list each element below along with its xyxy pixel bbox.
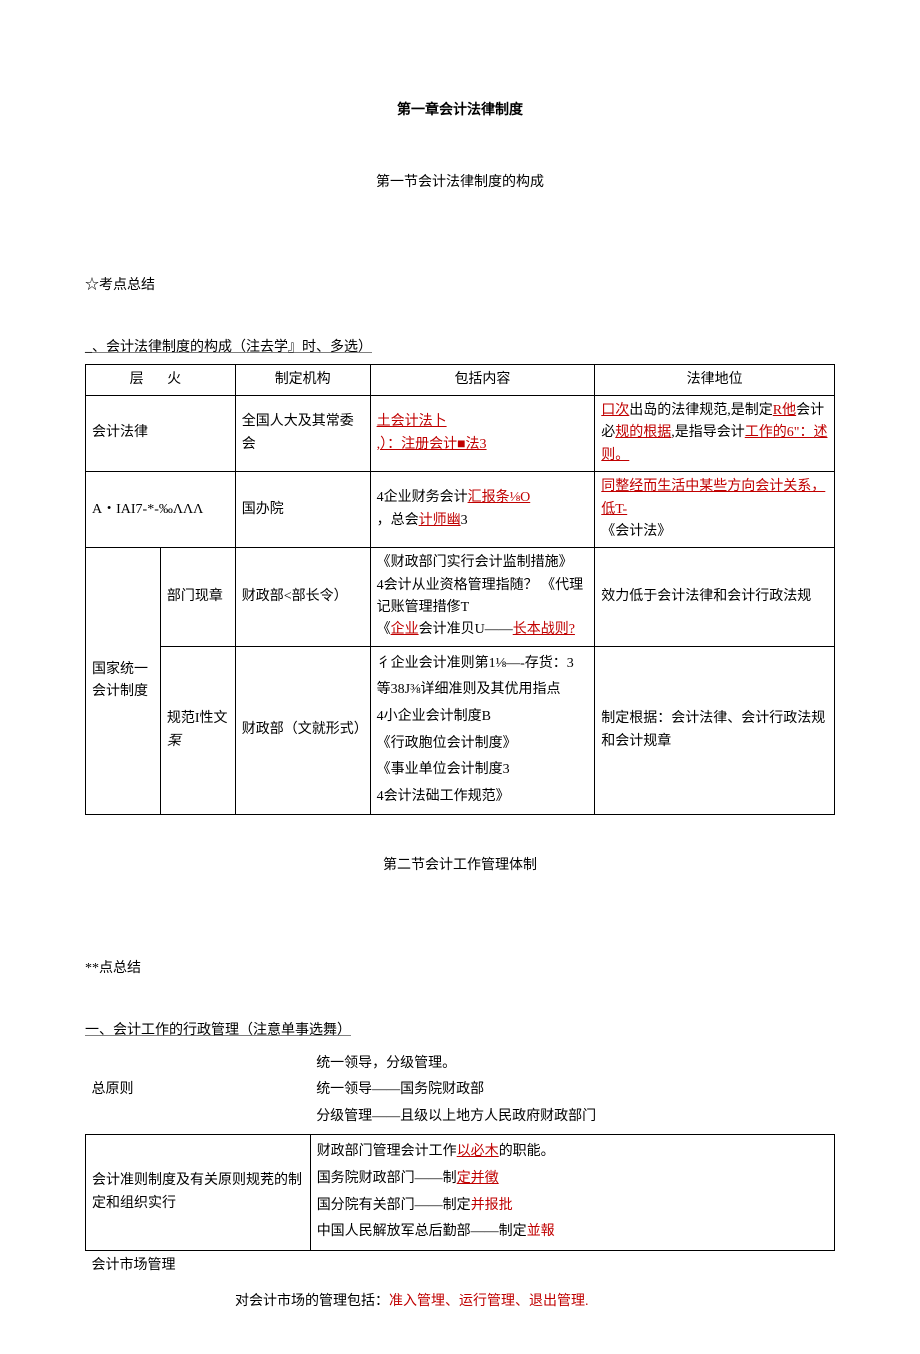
section1-title: 第一节会计法律制度的构成 — [85, 172, 835, 194]
kaodian-label: ☆考点总结 — [85, 275, 835, 297]
cell: 制定根据：会计法律、会计行政法规和会计规章 — [595, 646, 835, 815]
table-row: 会计准则制度及有关原则规茺的制定和组织实行 财政部门管理会计工作以必木的职能。国… — [86, 1135, 835, 1250]
table-row: 总原则 统一领导，分级管理。统一领导——国务院财政部分级管理——且级以上地方人民… — [86, 1047, 835, 1135]
col-header: 法律地位 — [595, 364, 835, 395]
cell: 统一领导，分级管理。统一领导——国务院财政部分级管理——且级以上地方人民政府财政… — [310, 1047, 834, 1135]
cell: 规范I性文䂞 — [160, 646, 235, 815]
cell: 《财政部门实行会计监制措施》4会计从业资格管理指随？ 《代理记账管理措俢T《企业… — [370, 548, 595, 647]
cell: 4企业财务会计汇报条⅛O，总会计师幽3 — [370, 472, 595, 548]
cell: 部门现章 — [160, 548, 235, 647]
cell: 会计准则制度及有关原则规茺的制定和组织实行 — [86, 1135, 311, 1250]
cell: 土会计法卜,）：注册会计■法3 — [370, 395, 595, 471]
cell: 财政部（文就形式） — [235, 646, 370, 815]
col-header: 层 火 — [86, 364, 236, 395]
table-1: 层 火 制定机构 包括内容 法律地位 会计法律 全国人大及其常委会 土会计法卜,… — [85, 364, 835, 816]
last-line-red: 准入管埋、运行管理、退出管理. — [389, 1294, 589, 1309]
last-line-prefix: 对会计市场的管理包括： — [235, 1294, 389, 1309]
cell — [310, 1250, 834, 1281]
cell: 效力低于会计法律和会计行政法规 — [595, 548, 835, 647]
col-header: 制定机构 — [235, 364, 370, 395]
table-row: A・IAI7-*-‰ΛΛΛ 国办院 4企业财务会计汇报条⅛O，总会计师幽3 同整… — [86, 472, 835, 548]
cell: 同整经而生活中某些方向会计关系，低T-《会计法》 — [595, 472, 835, 548]
cell: 财政部<部长令） — [235, 548, 370, 647]
table-row: 会计法律 全国人大及其常委会 土会计法卜,）：注册会计■法3 口次出岛的法律规范… — [86, 395, 835, 471]
table-row: 国家统一会计制度 部门现章 财政部<部长令） 《财政部门实行会计监制措施》4会计… — [86, 548, 835, 647]
cell: 财政部门管理会计工作以必木的职能。国务院财政部门——制定并徴国分院有关部门——制… — [310, 1135, 834, 1250]
cell: 口次出岛的法律规范,是制定R他会计必规的根据,是指导会计工作的6"：述则。 — [595, 395, 835, 471]
table-row: 会计市场管理 — [86, 1250, 835, 1281]
cell: 国家统一会计制度 — [86, 548, 161, 815]
cell: 全国人大及其常委会 — [235, 395, 370, 471]
chapter-title: 第一章会计法律制度 — [85, 100, 835, 122]
col-header: 包括内容 — [370, 364, 595, 395]
table-row: 层 火 制定机构 包括内容 法律地位 — [86, 364, 835, 395]
last-line: 对会计市场的管理包括：准入管埋、运行管理、退出管理. — [85, 1291, 835, 1313]
cell: 总原则 — [86, 1047, 311, 1135]
cell: 国办院 — [235, 472, 370, 548]
section1-heading: _、会计法律制度的构成（注去学』时、多选） — [85, 337, 835, 359]
table-2: 总原则 统一领导，分级管理。统一领导——国务院财政部分级管理——且级以上地方人民… — [85, 1047, 835, 1282]
table-row: 规范I性文䂞 财政部（文就形式） 彳企业会计准则第1⅛—-存货：3等38J⅜详细… — [86, 646, 835, 815]
cell: 会计市场管理 — [86, 1250, 311, 1281]
cell: 会计法律 — [86, 395, 236, 471]
cell: A・IAI7-*-‰ΛΛΛ — [86, 472, 236, 548]
section2-heading: 一、会计工作的行政管理（注意单事选舞） — [85, 1020, 835, 1042]
cell: 彳企业会计准则第1⅛—-存货：3等38J⅜详细准则及其优用指点4小企业会计制度B… — [370, 646, 595, 815]
section2-title: 第二节会计工作管理体制 — [85, 855, 835, 877]
note-label: **点总结 — [85, 958, 835, 980]
